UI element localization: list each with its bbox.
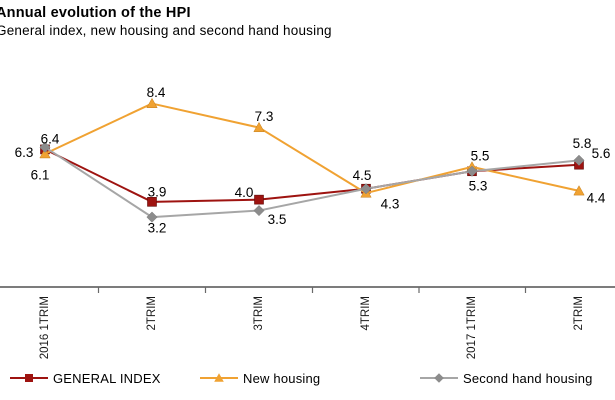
marker-diamond-second-hand-housing [360, 183, 372, 195]
data-label: 3.5 [268, 212, 287, 227]
marker-diamond-second-hand-housing [253, 205, 265, 217]
legend-label: Second hand housing [463, 370, 593, 386]
series-line-second-hand-housing [44, 146, 580, 219]
series-line-general-index [44, 148, 580, 203]
marker-triangle-new-housing [573, 185, 585, 196]
marker-triangle-new-housing [146, 97, 158, 108]
legend-item-new-housing: New housing [200, 368, 320, 388]
marker-triangle-new-housing [253, 121, 265, 133]
data-label: 3.9 [148, 184, 167, 199]
marker-square-general-index [147, 197, 157, 207]
legend-diamond-marker-icon [420, 373, 458, 383]
marker-triangle-new-housing [39, 148, 51, 159]
data-label: 5.8 [573, 136, 592, 151]
data-label: 5.3 [469, 179, 488, 194]
data-label: 4.5 [353, 168, 372, 183]
legend-triangle-marker-icon [200, 373, 238, 382]
data-label: 6.4 [41, 132, 60, 147]
data-label: 8.4 [147, 85, 166, 100]
legend-label: GENERAL INDEX [53, 370, 161, 386]
legend-label: New housing [243, 370, 321, 386]
data-label: 4.3 [381, 197, 400, 212]
data-label: 3.2 [148, 221, 167, 236]
data-label: 7.3 [255, 109, 274, 124]
data-label: 5.6 [592, 146, 611, 161]
data-label: 6.1 [31, 167, 50, 182]
legend-item-general-index: GENERAL INDEX [10, 368, 161, 388]
legend-square-marker-icon [10, 374, 48, 382]
chart-title: Annual evolution of the HPI [0, 5, 191, 21]
chart-subtitle: General index, new housing and second ha… [0, 23, 332, 38]
marker-diamond-second-hand-housing [573, 154, 585, 166]
marker-square-general-index [254, 194, 264, 205]
data-label: 5.5 [471, 148, 490, 163]
data-label: 4.4 [587, 190, 606, 205]
data-label: 6.3 [15, 145, 34, 160]
data-label: 4.0 [235, 185, 254, 200]
marker-diamond-second-hand-housing [39, 141, 51, 153]
series-line-new-housing [44, 102, 580, 195]
marker-diamond-second-hand-housing [146, 211, 158, 223]
marker-diamond-second-hand-housing [466, 165, 478, 177]
legend-item-second-hand-housing: Second hand housing [420, 368, 593, 388]
chart-legend: GENERAL INDEX New housing Second hand hous… [0, 368, 615, 390]
